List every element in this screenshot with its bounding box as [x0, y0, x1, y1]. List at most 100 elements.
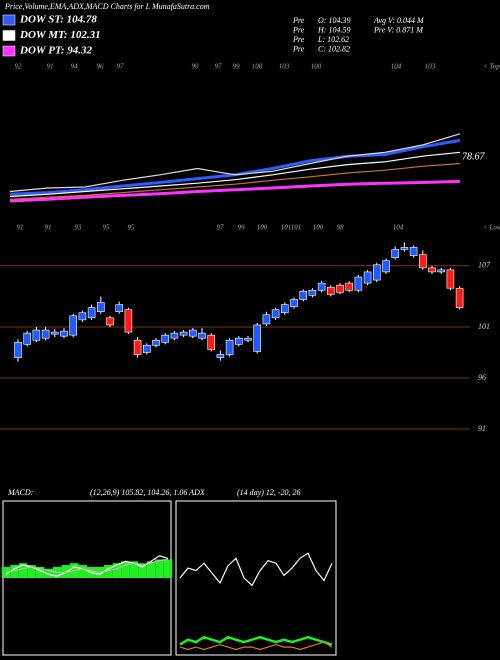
- macd-histogram: [155, 559, 164, 578]
- page-title: Price,Volume,EMA,ADX,MACD Charts for L M…: [4, 2, 210, 11]
- candle-body: [391, 249, 400, 258]
- macd-histogram: [146, 561, 156, 578]
- right-label: < Lows: [483, 224, 500, 232]
- candle-body: [271, 309, 280, 319]
- top-label: 100: [313, 224, 324, 232]
- top-label: 95: [103, 224, 111, 232]
- candle-body: [225, 339, 234, 355]
- top-label: 95: [128, 224, 136, 232]
- quote-prefix: Pre: [292, 16, 305, 25]
- candle-body: [280, 304, 289, 314]
- candle-body: [428, 267, 436, 273]
- candle-body: [299, 290, 308, 300]
- top-label: 101: [291, 224, 302, 232]
- right-label: < Tops: [483, 63, 500, 71]
- candle-body: [14, 341, 22, 358]
- candle-body: [161, 334, 169, 343]
- quote-value: L: 102.62: [317, 35, 349, 44]
- macd-params: (12,26,9) 105.82, 104.26, 1.06 ADX: [90, 488, 206, 497]
- candle-body: [97, 302, 105, 312]
- ema-line: [9, 151, 461, 198]
- top-label: 91: [47, 63, 54, 71]
- candle-body: [152, 339, 160, 346]
- y-tick-label: 96: [478, 373, 486, 382]
- top-label: 104: [391, 63, 402, 71]
- macd-histogram: [10, 565, 19, 578]
- top-label: 97: [117, 63, 125, 71]
- candle-body: [207, 334, 215, 350]
- candle-body: [60, 330, 68, 337]
- candle-body: [235, 337, 243, 345]
- ema-line: [9, 162, 461, 200]
- ema-line: [9, 138, 461, 196]
- y-tick-label: 107: [478, 261, 491, 270]
- top-label: 96: [97, 63, 105, 71]
- candle-body: [253, 324, 261, 352]
- candle-body: [418, 254, 427, 269]
- candle-body: [133, 339, 142, 355]
- candle-body: [198, 332, 206, 339]
- y-tick-label: 101: [478, 322, 490, 331]
- top-label: 104: [393, 224, 404, 232]
- quote-prefix: Pre: [292, 44, 305, 53]
- candle-body: [354, 276, 363, 291]
- candle-body: [244, 337, 252, 341]
- legend-swatch: [2, 30, 16, 41]
- candle-body: [87, 307, 96, 319]
- top-label: 91: [45, 224, 52, 232]
- candle-body: [69, 315, 77, 336]
- legend-label: DOW MT: 102.31: [19, 29, 101, 41]
- candle-body: [50, 331, 59, 335]
- candle-body: [317, 282, 326, 291]
- quote-value: C: 102.82: [318, 44, 350, 53]
- candle-body: [170, 332, 179, 339]
- macd-histogram: [27, 565, 36, 578]
- candle-body: [345, 282, 354, 291]
- quote-value: H: 104.59: [317, 25, 350, 34]
- candle-body: [216, 354, 225, 358]
- candle-body: [106, 317, 114, 326]
- macd-histogram: [112, 563, 122, 578]
- top-label: 99: [238, 224, 246, 232]
- top-label: 93: [75, 224, 83, 232]
- candle-body: [400, 247, 409, 250]
- top-label: 103: [425, 63, 436, 71]
- candle-body: [189, 329, 197, 337]
- top-label: 94: [71, 63, 79, 71]
- top-label: 98: [337, 224, 345, 232]
- adx-line: [179, 552, 333, 587]
- candle-body: [290, 299, 298, 307]
- candle-body: [372, 264, 381, 281]
- quote-prefix: Pre: [292, 25, 305, 34]
- top-label: 103: [279, 63, 290, 71]
- candle-body: [124, 309, 133, 333]
- macd-histogram: [61, 565, 70, 578]
- candle-body: [32, 329, 41, 341]
- top-label: 99: [192, 63, 200, 71]
- top-label: 91: [17, 224, 24, 232]
- macd-histogram: [121, 561, 130, 578]
- ema-line: [9, 179, 461, 203]
- candle-body: [23, 332, 32, 345]
- macd-line: [5, 558, 169, 574]
- macd-histogram: [35, 566, 45, 578]
- macd-histogram: [18, 563, 28, 578]
- y-tick-label: 91: [478, 424, 486, 433]
- volume-value: Avg V: 0.044 M: [373, 16, 425, 25]
- volume-value: Pre V: 0.871 M: [373, 25, 424, 34]
- ema-line: [9, 133, 461, 193]
- macd-histogram: [78, 565, 87, 578]
- adx-label: (14 day) 12, -20, 26: [237, 488, 301, 497]
- macd-histogram: [104, 565, 113, 578]
- candle-body: [437, 269, 446, 273]
- candle-body: [455, 287, 464, 308]
- top-label: 101: [281, 224, 292, 232]
- candle-body: [336, 284, 344, 293]
- top-label: 99: [233, 63, 241, 71]
- legend-label: DOW PT: 94.32: [19, 45, 93, 57]
- candle-body: [179, 331, 188, 336]
- candle-body: [382, 260, 390, 273]
- legend-swatch: [2, 14, 16, 26]
- macd-label: MACD:: [7, 488, 34, 497]
